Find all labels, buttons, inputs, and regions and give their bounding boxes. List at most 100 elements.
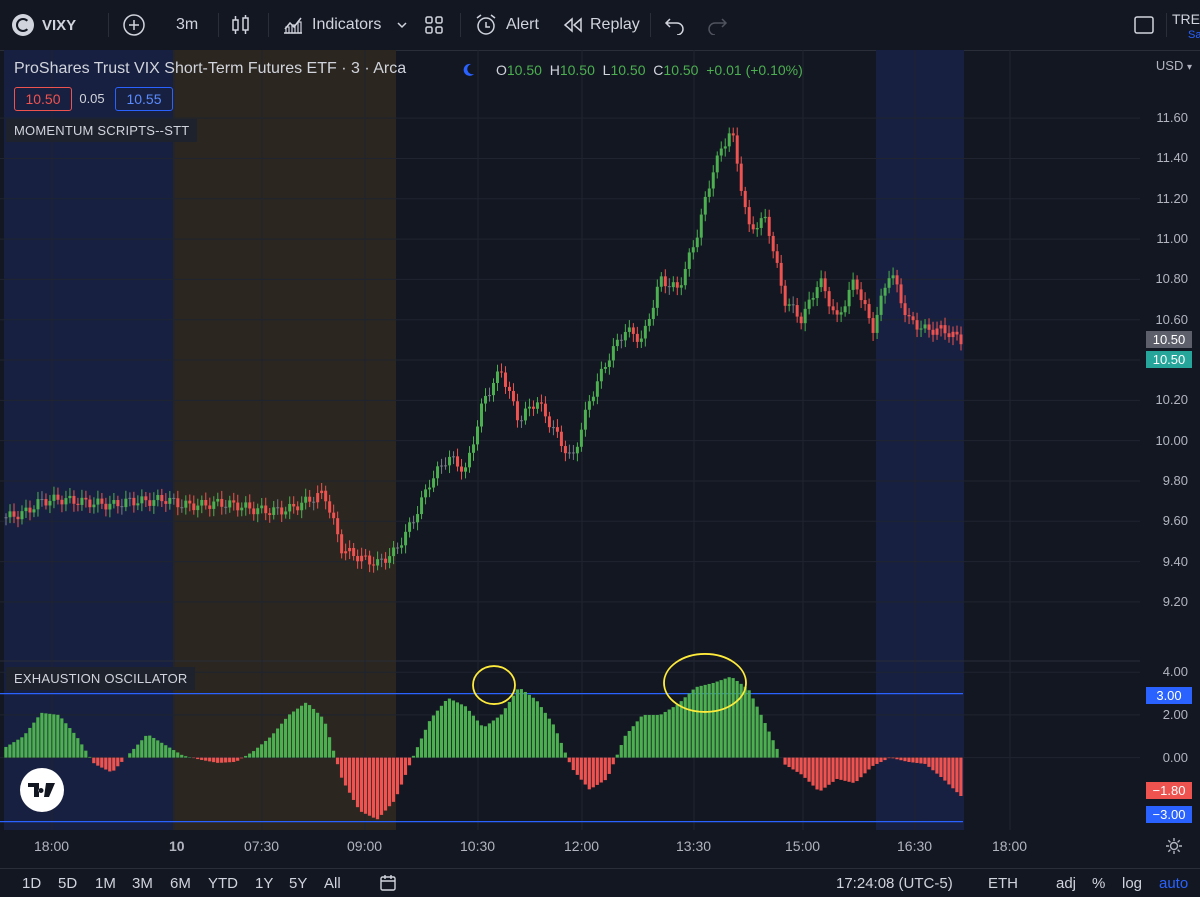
redo-button[interactable] — [706, 0, 728, 50]
osc-bar — [660, 714, 663, 757]
layout-button[interactable] — [424, 0, 444, 50]
currency-selector[interactable]: USD ▾ — [1156, 58, 1192, 73]
osc-bar — [903, 758, 906, 762]
candle-body — [556, 427, 559, 432]
auto-toggle[interactable]: auto — [1159, 869, 1188, 897]
osc-bar — [148, 736, 151, 758]
clock-timezone[interactable]: 17:24:08 (UTC-5) — [836, 869, 953, 897]
range-button-5d[interactable]: 5D — [58, 869, 77, 897]
buy-box[interactable]: 10.55 — [115, 87, 173, 111]
candle-body — [404, 532, 407, 545]
range-button-5y[interactable]: 5Y — [289, 869, 307, 897]
indicators-dropdown[interactable] — [396, 0, 408, 50]
range-button-6m[interactable]: 6M — [170, 869, 191, 897]
indicators-button[interactable]: Indicators — [282, 0, 381, 50]
candle-body — [492, 383, 495, 395]
candle-body — [704, 197, 707, 215]
candle-body — [884, 288, 887, 296]
chart-canvas[interactable] — [0, 50, 1200, 868]
osc-bar — [600, 758, 603, 783]
osc-bar — [552, 724, 555, 757]
osc-bar — [504, 708, 507, 757]
candle-body — [712, 172, 715, 188]
percent-toggle[interactable]: % — [1092, 869, 1105, 897]
candle-body — [880, 296, 883, 315]
candle-body — [604, 367, 607, 369]
interval-label: 3m — [176, 16, 198, 34]
sell-box[interactable]: 10.50 — [14, 87, 72, 111]
candle-body — [668, 286, 671, 287]
candle-body — [688, 252, 691, 269]
candle-body — [772, 236, 775, 251]
osc-bar — [756, 707, 759, 758]
candle-body — [392, 548, 395, 557]
interval-button[interactable]: 3m — [176, 0, 198, 50]
candle-body — [784, 286, 787, 306]
replay-button[interactable]: Replay — [562, 0, 640, 50]
candle-body — [744, 191, 747, 207]
oscillator-indicator-label[interactable]: EXHAUSTION OSCILLATOR — [6, 667, 195, 690]
osc-bar — [164, 745, 167, 757]
osc-bar — [524, 692, 527, 758]
osc-bar — [128, 753, 131, 757]
settings-gear-icon[interactable] — [1164, 836, 1184, 856]
adjust-toggle[interactable]: adj — [1056, 869, 1076, 897]
tradingview-logo[interactable] — [20, 768, 64, 812]
divider — [1166, 13, 1167, 37]
alert-button[interactable]: Alert — [474, 0, 539, 50]
range-button-3m[interactable]: 3M — [132, 869, 153, 897]
candle-body — [48, 501, 51, 506]
candle-body — [768, 217, 771, 236]
log-toggle[interactable]: log — [1122, 869, 1142, 897]
price-tick-label: 11.60 — [1156, 110, 1188, 125]
osc-bar — [96, 758, 99, 766]
osc-bar — [843, 758, 846, 781]
legend-title[interactable]: ProShares Trust VIX Short-Term Futures E… — [14, 60, 406, 78]
osc-bar — [803, 758, 806, 778]
osc-bar — [296, 709, 299, 758]
range-button-1m[interactable]: 1M — [95, 869, 116, 897]
candle-body — [5, 517, 8, 518]
compare-button[interactable] — [122, 0, 146, 50]
osc-bar — [656, 715, 659, 758]
candle-body — [304, 497, 307, 503]
osc-bar — [815, 758, 818, 790]
osc-bar — [572, 758, 575, 770]
symbol-search-button[interactable]: VIXY — [12, 0, 76, 50]
osc-bar — [624, 736, 627, 758]
range-button-1d[interactable]: 1D — [22, 869, 41, 897]
osc-bar — [807, 758, 810, 782]
chevron-down-icon: ▾ — [1187, 62, 1192, 73]
candle-body — [488, 395, 491, 396]
candle-body — [216, 499, 219, 502]
fullscreen-button[interactable] — [1132, 0, 1156, 50]
osc-bar — [748, 690, 751, 757]
candle-body — [200, 500, 203, 506]
time-tick-label: 07:30 — [244, 838, 279, 854]
osc-bar — [768, 732, 771, 758]
range-button-ytd[interactable]: YTD — [208, 869, 238, 897]
candle-body — [196, 506, 199, 511]
osc-bar — [760, 715, 763, 758]
osc-bar — [44, 713, 47, 757]
candle-body — [536, 402, 539, 408]
session-button[interactable]: ETH — [988, 869, 1018, 897]
candle-body — [824, 278, 827, 291]
candle-body — [260, 506, 263, 509]
momentum-indicator-label[interactable]: MOMENTUM SCRIPTS--STT — [6, 119, 197, 142]
osc-bar — [891, 758, 894, 759]
range-button-1y[interactable]: 1Y — [255, 869, 273, 897]
undo-button[interactable] — [664, 0, 686, 50]
candle-body — [396, 548, 399, 549]
osc-bar — [883, 758, 886, 760]
range-button-all[interactable]: All — [324, 869, 341, 897]
candle-body — [780, 263, 783, 286]
candle-body — [284, 511, 287, 514]
candle-body — [232, 500, 235, 502]
osc-bar — [532, 698, 535, 758]
candle-body — [876, 315, 879, 333]
change-value: +0.01 (+0.10%) — [706, 62, 803, 78]
goto-date-button[interactable] — [378, 869, 398, 897]
osc-bar — [823, 758, 826, 788]
chart-type-button[interactable] — [230, 0, 252, 50]
